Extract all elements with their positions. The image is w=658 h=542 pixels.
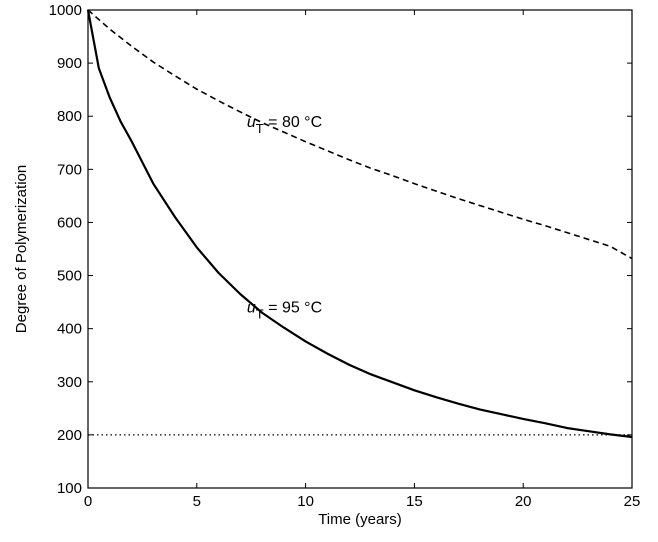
x-axis-label: Time (years) [318, 511, 402, 528]
series-layer [86, 9, 633, 439]
y-tick-label: 500 [57, 268, 82, 285]
y-tick-label: 600 [57, 214, 82, 231]
y-tick-label: 200 [57, 427, 82, 444]
series-annotation: uT = 80 °C [247, 114, 322, 136]
annotation-value: = 95 °C [264, 300, 322, 317]
annotation-subscript: T [256, 307, 264, 322]
series-annotation: uT = 95 °C [247, 300, 322, 322]
annotation-subscript: T [256, 121, 264, 136]
x-tick-label: 0 [84, 493, 92, 510]
annotation-value: = 80 °C [264, 114, 322, 131]
plot-frame [87, 9, 633, 489]
annotation-variable: u [247, 300, 256, 317]
tick-label-layer: 0 5 10 15 20 25 100 200 300 400 500 600 700 800 900 100… [49, 2, 641, 510]
x-tick-label: 20 [515, 493, 532, 510]
y-axis-label: Degree of Polymerization [13, 165, 30, 333]
x-tick-label: 25 [624, 493, 641, 510]
x-tick-label: 5 [193, 493, 201, 510]
x-tick-label: 15 [406, 493, 423, 510]
tick-layer [87, 9, 633, 489]
y-tick-label: 400 [57, 321, 82, 338]
y-tick-label: 800 [57, 108, 82, 125]
series-line-solid [86, 9, 633, 439]
y-tick-label: 100 [57, 480, 82, 497]
x-tick-label: 10 [297, 493, 314, 510]
y-tick-label: 1000 [49, 2, 82, 19]
y-tick-label: 300 [57, 374, 82, 391]
y-tick-label: 700 [57, 161, 82, 178]
y-tick-label: 900 [57, 55, 82, 72]
series-line-dashed [87, 9, 633, 260]
annotation-variable: u [247, 114, 256, 131]
annotation-layer: uT = 80 °CuT = 95 °C [247, 114, 322, 322]
